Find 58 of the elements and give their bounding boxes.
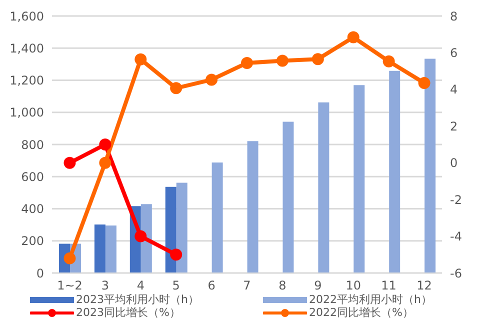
- bar: [282, 122, 294, 273]
- legend-label: 2023同比增长（%）: [76, 306, 180, 319]
- bar: [389, 70, 400, 273]
- bar: [165, 186, 176, 273]
- point: [99, 138, 112, 150]
- point: [241, 56, 253, 69]
- x-tick-label: 4: [136, 278, 144, 293]
- y-tick-label: 1,400: [10, 41, 44, 56]
- y-tick-label: 200: [21, 234, 44, 248]
- bar: [176, 182, 188, 273]
- y2-tick-label: 8: [450, 9, 458, 24]
- x-tick-label: 10: [346, 278, 362, 293]
- y-tick-label: 1,200: [10, 74, 44, 88]
- x-tick-label: 12: [416, 278, 432, 293]
- point: [99, 156, 112, 169]
- point: [347, 31, 360, 44]
- point: [134, 230, 147, 242]
- x-tick-label: 9: [314, 278, 322, 293]
- point: [170, 248, 182, 261]
- x-tick-label: 8: [278, 278, 286, 293]
- point: [206, 74, 218, 86]
- point: [382, 55, 395, 68]
- point: [276, 54, 288, 67]
- bar: [94, 224, 106, 273]
- y-tick-label: 1,600: [10, 9, 44, 24]
- y2-tick-label: -6: [450, 266, 462, 280]
- y-tick-label: 400: [21, 202, 44, 216]
- x-tick-label: 5: [172, 278, 180, 293]
- y2-tick-label: -2: [450, 192, 462, 207]
- y-tick-label: 600: [21, 170, 44, 184]
- x-tick-label: 1~2: [57, 278, 82, 293]
- bar: [318, 102, 330, 273]
- legend-label: 2022平均利用小时（h）: [309, 293, 432, 306]
- y-tick-label: 0: [36, 266, 44, 280]
- point: [418, 77, 430, 90]
- point: [170, 82, 182, 94]
- y-tick-label: 800: [21, 138, 44, 152]
- point: [312, 53, 324, 66]
- y-tick-label: 1,000: [10, 106, 44, 120]
- point: [64, 156, 76, 169]
- bar: [212, 162, 223, 273]
- point: [134, 53, 147, 66]
- bar: [424, 58, 436, 273]
- x-tick-label: 7: [243, 278, 251, 293]
- y2-tick-label: 4: [450, 82, 458, 97]
- y2-tick-label: -4: [450, 230, 462, 244]
- point: [64, 252, 76, 264]
- x-tick-label: 6: [208, 278, 216, 293]
- bar: [354, 85, 365, 273]
- bar: [247, 141, 258, 273]
- y2-tick-label: 6: [450, 46, 458, 60]
- y2-tick-label: 0: [450, 156, 458, 170]
- x-tick-label: 11: [381, 278, 396, 293]
- legend-label: 2022同比增长（%）: [309, 306, 414, 319]
- x-tick-label: 3: [101, 278, 109, 293]
- y2-tick-label: 2: [450, 119, 458, 134]
- legend-label: 2023平均利用小时（h）: [76, 293, 199, 306]
- bar: [105, 225, 116, 273]
